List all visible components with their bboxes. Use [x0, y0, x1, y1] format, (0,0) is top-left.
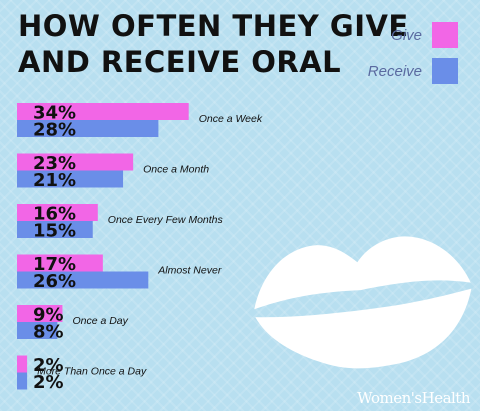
- chart-title-line-1: HOW OFTEN THEY GIVE: [18, 9, 409, 43]
- legend-swatch-receive: [432, 58, 458, 84]
- data-label-give-3: 16%: [33, 204, 76, 225]
- bars-group: 34%28% Once a Week 23%21% Once a Month 16%15…: [17, 103, 263, 393]
- legend-item-receive: Receive: [368, 58, 458, 84]
- bar-give-4: [17, 254, 103, 272]
- bar-receive-3: [17, 221, 93, 238]
- category-label-3: Once Every Few Months: [108, 214, 224, 226]
- legend: Give Receive: [368, 22, 458, 94]
- legend-swatch-give: [432, 22, 458, 48]
- category-label-1: Once a Week: [199, 113, 263, 125]
- bar-receive-4: [17, 271, 149, 289]
- bar-give-6: [17, 355, 28, 373]
- data-label-give-6: 2%: [33, 355, 64, 376]
- data-label-receive-6: 2%: [33, 372, 64, 393]
- lips-kiss-icon: [254, 236, 472, 369]
- bar-give-2: [17, 153, 134, 171]
- bar-receive-6: [17, 372, 28, 390]
- legend-label-give: Give: [391, 26, 422, 44]
- category-label-4: Almost Never: [157, 265, 222, 277]
- legend-label-receive: Receive: [367, 62, 422, 80]
- data-label-receive-2: 21%: [33, 170, 76, 191]
- womens-health-logo: Women'sHealth: [357, 389, 470, 407]
- data-label-give-1: 34%: [33, 103, 76, 124]
- bar-give-3: [17, 204, 98, 221]
- bar-give-5: [17, 305, 63, 322]
- bar-receive-5: [17, 322, 58, 339]
- data-label-receive-4: 26%: [33, 271, 76, 292]
- data-label-receive-1: 28%: [33, 120, 76, 141]
- data-label-give-5: 9%: [33, 305, 64, 326]
- bar-give-1: [17, 103, 189, 120]
- chart-title-line-2: AND RECEIVE ORAL: [18, 45, 342, 79]
- category-label-2: Once a Month: [143, 164, 209, 176]
- data-label-give-4: 17%: [33, 254, 76, 275]
- legend-item-give: Give: [368, 22, 458, 48]
- bar-receive-1: [17, 120, 159, 137]
- category-label-6: More Than Once a Day: [37, 366, 147, 378]
- chart-title: HOW OFTEN THEY GIVE AND RECEIVE ORAL: [18, 8, 409, 80]
- bar-receive-2: [17, 170, 124, 188]
- category-label-5: Once a Day: [72, 315, 128, 327]
- data-label-receive-3: 15%: [33, 221, 76, 242]
- data-label-receive-5: 8%: [33, 322, 64, 343]
- data-label-give-2: 23%: [33, 153, 76, 174]
